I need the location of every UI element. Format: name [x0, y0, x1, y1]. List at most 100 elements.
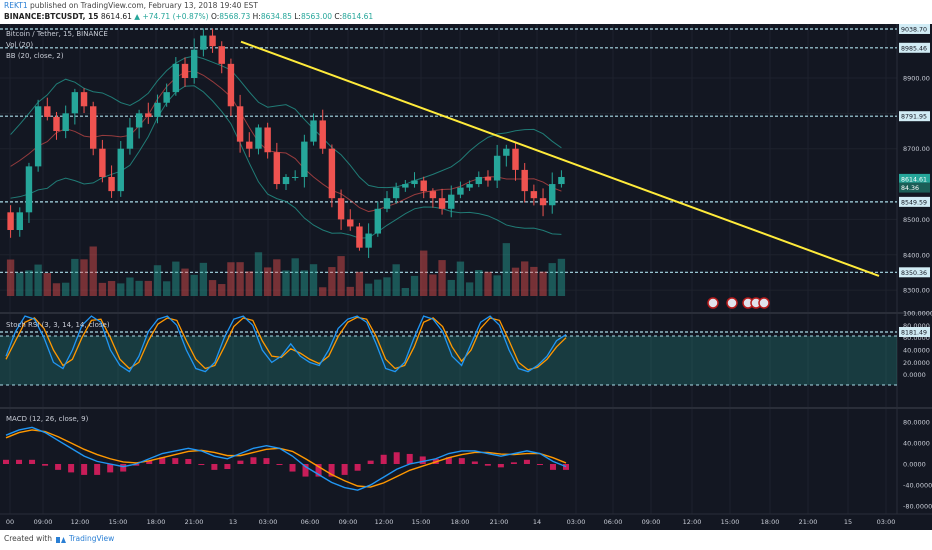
candle-body[interactable]	[328, 148, 336, 199]
candle-body[interactable]	[429, 191, 437, 199]
candle-body[interactable]	[493, 155, 501, 181]
high-label: H:	[252, 12, 261, 21]
candle-body[interactable]	[310, 120, 317, 142]
candle-body[interactable]	[282, 176, 290, 185]
author-link[interactable]: REKT1	[4, 1, 28, 10]
macd-hist-bar	[107, 464, 114, 473]
candle-body[interactable]	[301, 141, 308, 177]
candle-body[interactable]	[246, 141, 253, 149]
symbol-ohlc-line: BINANCE:BTCUSDT, 15 8614.61 ▲ +74.71 (+0…	[4, 12, 373, 21]
candle-body[interactable]	[44, 106, 51, 117]
candle-body[interactable]	[484, 176, 492, 181]
candle-body[interactable]	[117, 148, 124, 192]
candle-body[interactable]	[420, 180, 427, 192]
trendline-group[interactable]	[240, 40, 880, 277]
event-flag-icon[interactable]	[758, 297, 770, 309]
trendline[interactable]	[240, 40, 880, 277]
candle-body[interactable]	[90, 106, 97, 149]
event-flag-icon[interactable]	[726, 297, 738, 309]
price-badge-text: 8791.95	[901, 114, 927, 121]
symbol-label: BINANCE:BTCUSDT, 15	[4, 12, 99, 21]
candle-body[interactable]	[163, 92, 170, 103]
candle-body[interactable]	[539, 198, 547, 206]
candle-body[interactable]	[365, 233, 372, 248]
candle-body[interactable]	[99, 148, 106, 177]
candle-body[interactable]	[383, 198, 391, 209]
volume-bar	[383, 277, 391, 296]
candle-body[interactable]	[190, 49, 198, 78]
macd-pane-title: MACD (12, 26, close, 9)	[6, 415, 89, 423]
tradingview-link[interactable]: TradingView	[68, 534, 115, 543]
candle-body[interactable]	[475, 176, 482, 185]
candle-body[interactable]	[25, 166, 33, 213]
footer: Created with TradingView	[0, 530, 932, 550]
candle-body[interactable]	[264, 127, 271, 153]
event-flags[interactable]	[707, 297, 770, 309]
candle-body[interactable]	[356, 226, 363, 248]
candle-body[interactable]	[337, 198, 345, 220]
event-flag-icon[interactable]	[707, 297, 719, 309]
candle-body[interactable]	[549, 184, 556, 206]
macd-hist-bar	[146, 460, 153, 464]
open-value: 8568.73	[219, 12, 251, 21]
candle-body[interactable]	[227, 63, 235, 107]
candle-body[interactable]	[402, 184, 409, 188]
candle-body[interactable]	[512, 148, 519, 170]
candle-body[interactable]	[392, 187, 400, 199]
candle-body[interactable]	[200, 35, 207, 50]
candle-body[interactable]	[236, 106, 244, 142]
candle-body[interactable]	[108, 176, 115, 192]
candle-body[interactable]	[457, 187, 464, 195]
macd-hist-bar	[68, 464, 75, 473]
macd-hist-bar	[276, 464, 283, 465]
candle-body[interactable]	[181, 63, 189, 78]
candle-body[interactable]	[16, 212, 23, 231]
candle-body[interactable]	[209, 35, 216, 47]
macd-tick-label: 80.0000	[903, 419, 930, 427]
candle-body[interactable]	[347, 219, 354, 227]
candle-body[interactable]	[291, 176, 299, 178]
candle-body[interactable]	[255, 127, 262, 149]
price-levels	[0, 28, 897, 333]
candle-body[interactable]	[466, 184, 473, 188]
candle-body[interactable]	[71, 92, 79, 114]
candle-body[interactable]	[558, 176, 565, 185]
volume-bar	[6, 259, 15, 296]
candle-body[interactable]	[218, 46, 225, 64]
candle-body[interactable]	[34, 106, 42, 167]
time-tick-label: 12:00	[375, 518, 394, 526]
price-badge: 8614.61	[899, 173, 930, 184]
macd-hist-bar	[120, 464, 127, 472]
chart-area[interactable]: 8900.008800.008700.008500.008400.008300.…	[0, 23, 932, 530]
candle-body[interactable]	[80, 92, 88, 107]
candle-body[interactable]	[503, 148, 510, 156]
chart-svg[interactable]: 8900.008800.008700.008500.008400.008300.…	[0, 23, 932, 530]
candle-body[interactable]	[135, 113, 143, 128]
candle-body[interactable]	[126, 127, 134, 149]
candle-body[interactable]	[448, 194, 455, 209]
macd-hist-bar	[497, 464, 504, 468]
macd-hist-bar	[198, 464, 205, 465]
volume-bar	[438, 260, 446, 296]
price-badge-bg	[899, 196, 930, 207]
candle-body[interactable]	[145, 113, 152, 117]
candle-body[interactable]	[154, 102, 161, 117]
macd-hist-bar	[3, 459, 9, 464]
candle-body[interactable]	[273, 152, 281, 185]
candle-body[interactable]	[7, 212, 14, 231]
volume-bar	[346, 286, 354, 296]
volume-bar	[291, 258, 299, 296]
volume-bar	[273, 259, 281, 296]
candle-body[interactable]	[172, 63, 180, 93]
candle-body[interactable]	[374, 208, 382, 234]
main-pane-title: Bitcoin / Tether, 15, BINANCE	[6, 30, 108, 38]
candle-body[interactable]	[521, 169, 528, 192]
candle-body[interactable]	[411, 180, 418, 185]
price-tick-label: 8300.00	[903, 287, 930, 295]
candle-body[interactable]	[438, 198, 446, 209]
candle-body[interactable]	[530, 191, 538, 199]
candle-body[interactable]	[319, 120, 326, 149]
candle-body[interactable]	[53, 116, 60, 132]
volume-bar	[548, 263, 556, 296]
candle-body[interactable]	[62, 113, 69, 132]
